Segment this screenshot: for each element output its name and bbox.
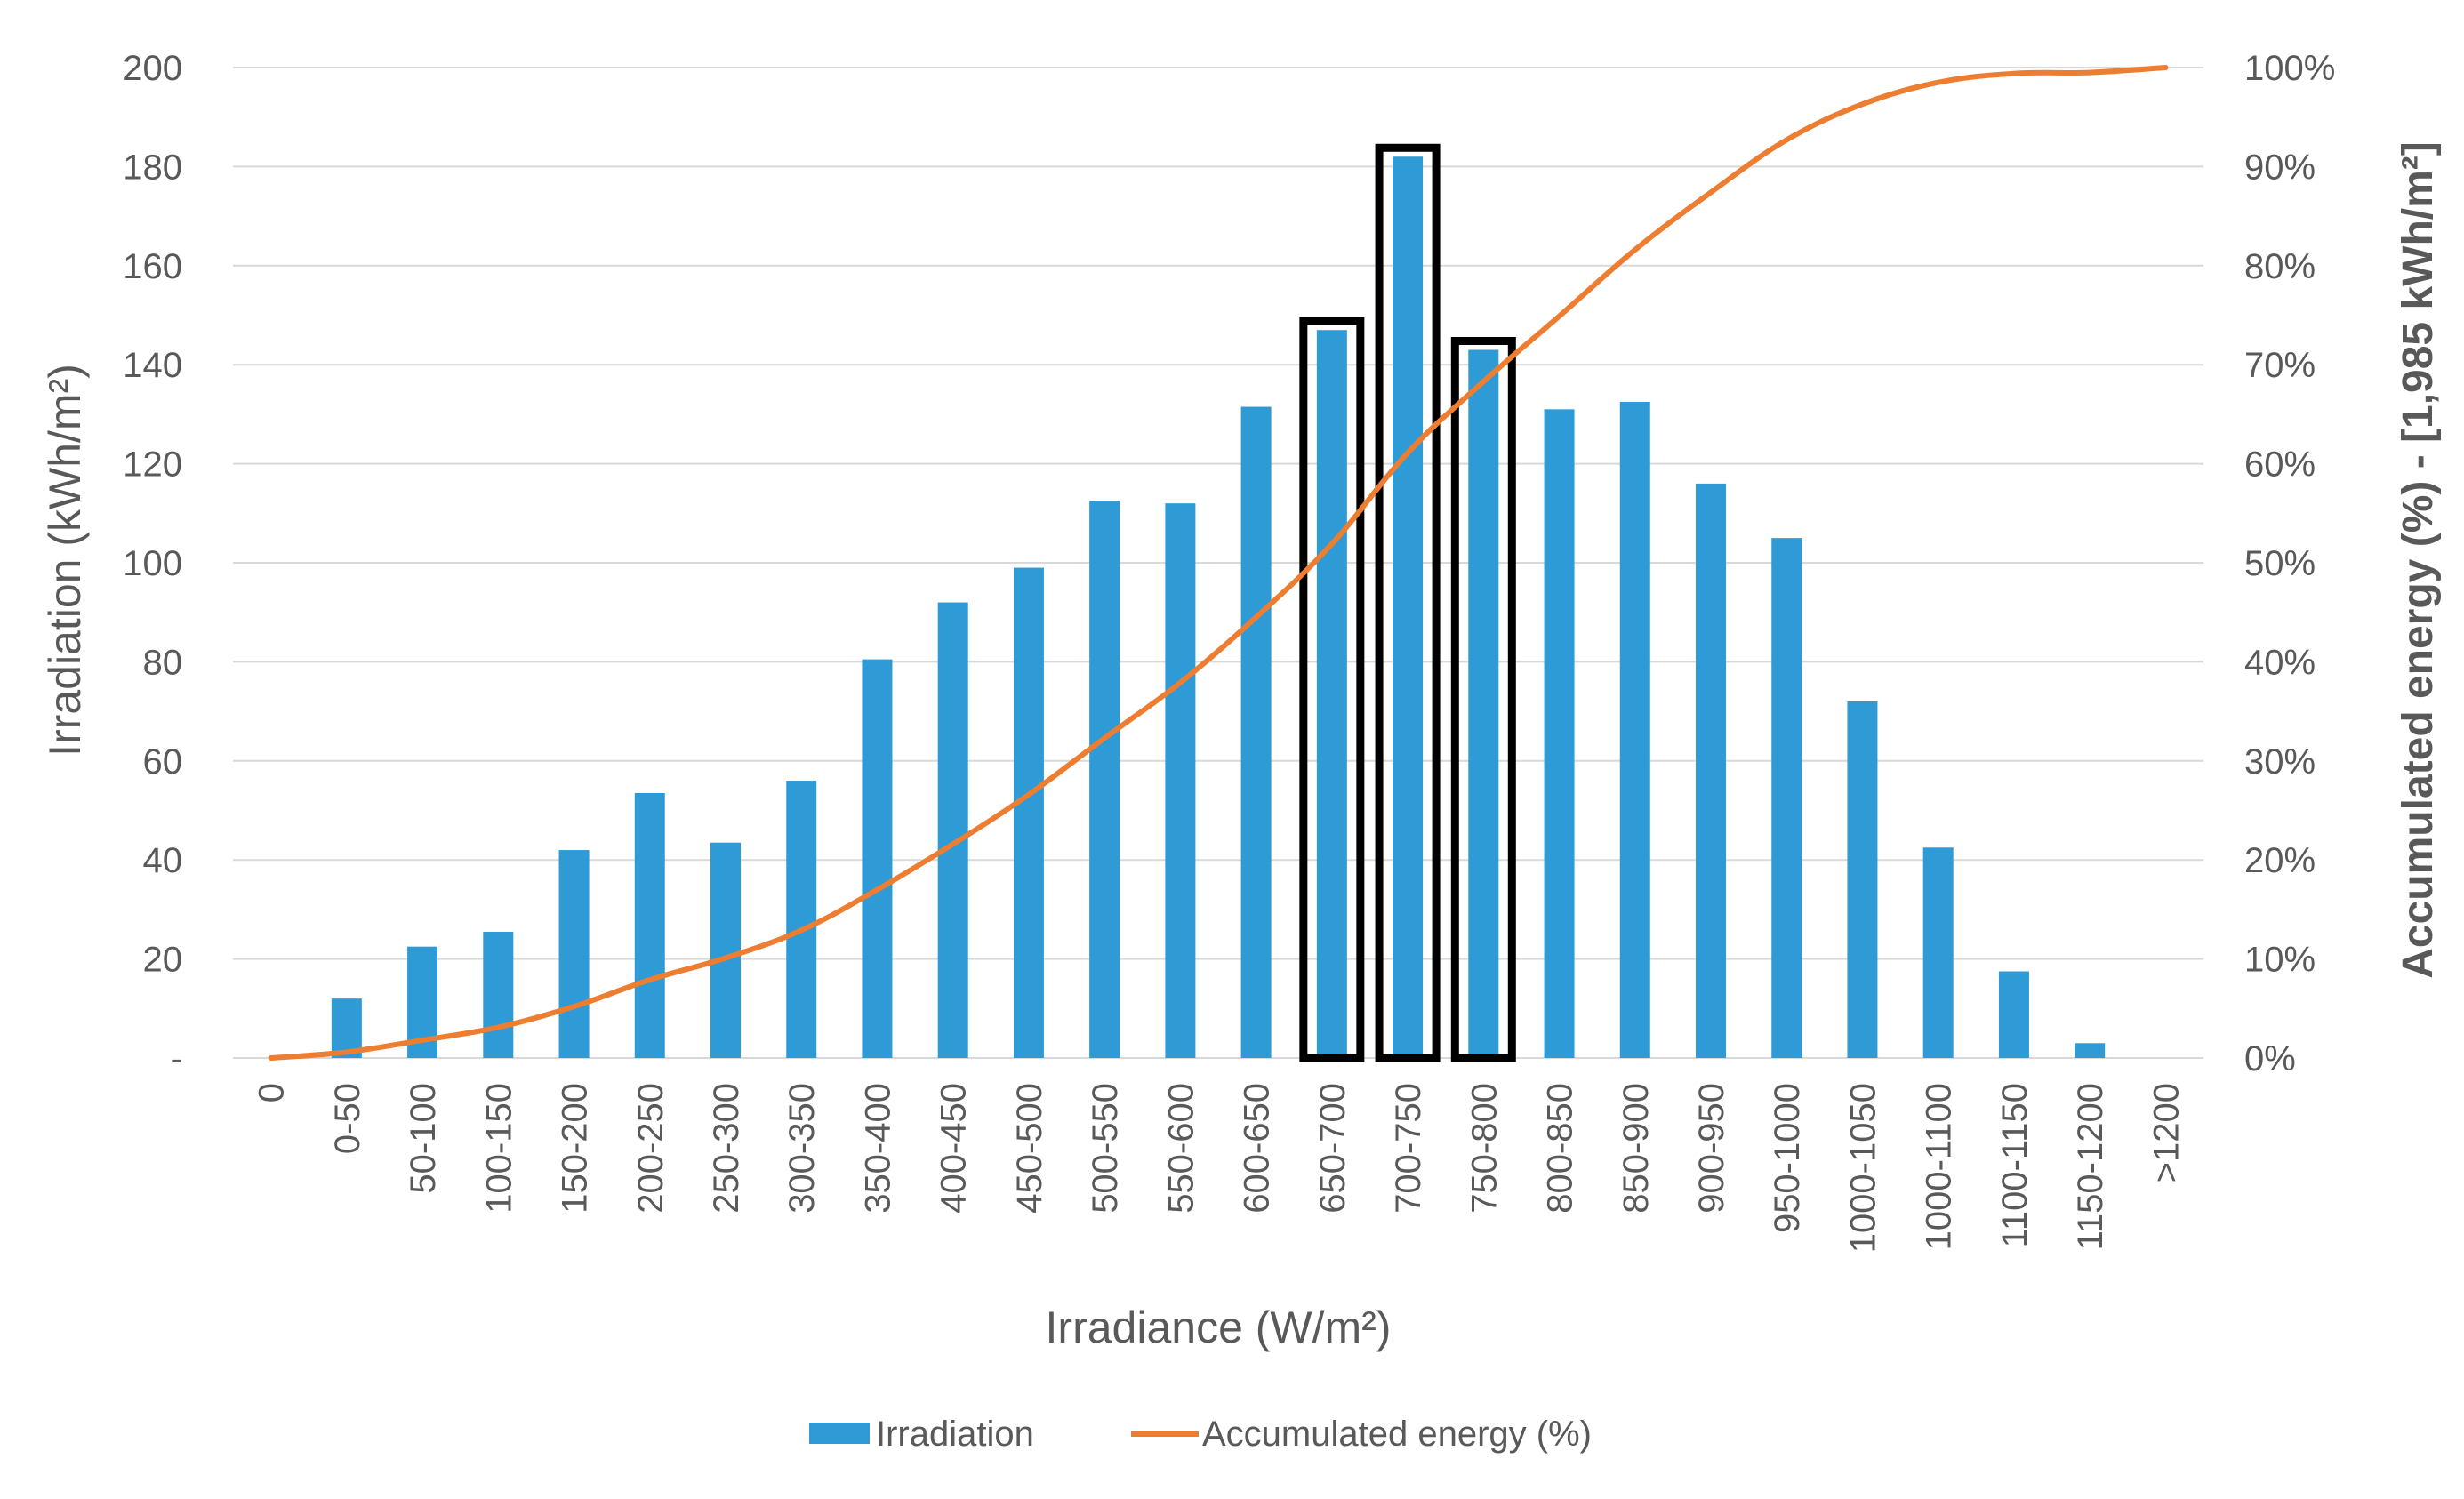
y2-tick-label: 20% [2244, 841, 2316, 880]
x-tick-label: 1000-1100 [1920, 1083, 1959, 1250]
x-tick-label: 850-900 [1617, 1083, 1656, 1214]
highlight-box-650-700 [1299, 317, 1365, 1062]
bar-950-1000 [1771, 538, 1802, 1058]
bar-850-900 [1619, 401, 1650, 1059]
x-tick-label: 700-750 [1389, 1083, 1428, 1214]
x-tick-label: 250-300 [707, 1083, 746, 1214]
accumulated-energy-line [268, 65, 2169, 1061]
bar-650-700 [1316, 330, 1347, 1059]
bar-500-550 [1089, 501, 1120, 1058]
bar-100-150 [483, 931, 514, 1058]
x-tick-label: 100-150 [479, 1083, 518, 1214]
x-tick-label: 400-450 [935, 1083, 974, 1214]
highlight-boxes [1299, 143, 1516, 1062]
bar-600-650 [1240, 406, 1272, 1058]
x-tick-label: 150-200 [556, 1083, 595, 1214]
bar-1150-1200 [2075, 1043, 2106, 1058]
y2-tick-label: 40% [2244, 643, 2316, 682]
x-axis-ticks: 0 0-50 50-100 100-150 150-200 200-250 250-300 3… [253, 1083, 2187, 1253]
x-tick-label: 650-700 [1313, 1083, 1352, 1214]
bar-150-200 [558, 850, 590, 1058]
legend-label-accumulated: Accumulated energy (%) [1202, 1415, 1592, 1454]
x-tick-label: 450-500 [1010, 1083, 1049, 1214]
bar-350-400 [862, 659, 893, 1058]
y-tick-label: 120 [123, 445, 182, 485]
y-tick-label: 160 [123, 247, 182, 286]
x-tick-label: 800-850 [1541, 1083, 1580, 1214]
x-tick-label: 50-100 [404, 1083, 443, 1194]
y-tick-label: 100 [123, 544, 182, 583]
bar-300-350 [786, 781, 817, 1058]
bar-1100-1150 [1998, 971, 2029, 1058]
y2-tick-label: 90% [2244, 148, 2316, 187]
x-tick-label: 0 [253, 1083, 292, 1102]
x-axis-title: Irradiance (W/m²) [1046, 1303, 1392, 1352]
x-tick-label: 950-1000 [1768, 1083, 1807, 1233]
x-tick-label: 550-600 [1161, 1083, 1200, 1214]
y2-tick-label: 10% [2244, 941, 2316, 980]
bar-700-750 [1393, 156, 1424, 1058]
y-tick-label: 20 [143, 941, 183, 980]
x-tick-label: 600-650 [1238, 1083, 1277, 1214]
y-tick-label: 40 [143, 841, 183, 880]
x-tick-label: 750-800 [1465, 1083, 1504, 1214]
right-axis-ticks: 0% 10% 20% 30% 40% 50% 60% 70% 80% 90% 100% [2244, 49, 2335, 1078]
bar-250-300 [710, 842, 741, 1058]
bar-550-600 [1165, 503, 1196, 1058]
x-tick-label: 200-250 [631, 1083, 670, 1214]
x-tick-label: 900-950 [1692, 1083, 1731, 1214]
y-tick-label: 80 [143, 643, 183, 682]
highlight-box-700-750 [1375, 143, 1441, 1062]
left-axis-ticks: - 20 40 60 80 100 120 140 160 180 200 [123, 49, 182, 1078]
y-tick-label: - [171, 1039, 182, 1078]
legend-label-irradiation: Irradiation [876, 1415, 1034, 1454]
y-tick-label: 200 [123, 49, 182, 88]
accumulated-energy-path [268, 65, 2169, 1061]
y2-tick-label: 70% [2244, 346, 2316, 385]
x-tick-label: 0-50 [328, 1083, 367, 1154]
bar-900-950 [1696, 483, 1726, 1058]
y2-tick-label: 50% [2244, 544, 2316, 583]
legend: Irradiation Accumulated energy (%) [809, 1415, 1592, 1454]
bar-200-250 [634, 793, 665, 1058]
y2-tick-label: 80% [2244, 247, 2316, 286]
bar-750-800 [1468, 349, 1499, 1058]
x-tick-label: 1000-1050 [1843, 1083, 1882, 1253]
x-tick-label: >1200 [2147, 1083, 2186, 1182]
bar-1000-1100 [1922, 847, 1954, 1058]
y2-tick-label: 30% [2244, 742, 2316, 782]
y-axis-title: Irradiation (kWh/m²) [40, 364, 90, 757]
x-tick-label: 500-550 [1086, 1083, 1125, 1214]
x-tick-label: 300-350 [783, 1083, 822, 1214]
y2-tick-label: 100% [2244, 49, 2335, 88]
bar-800-850 [1544, 409, 1575, 1059]
bar-1000-1050 [1847, 701, 1878, 1058]
x-tick-label: 350-400 [858, 1083, 897, 1214]
legend-swatch-irradiation [809, 1423, 870, 1444]
y-tick-label: 60 [143, 742, 183, 782]
irradiation-bars [331, 156, 2106, 1059]
x-tick-label: 1100-1150 [1995, 1083, 2035, 1247]
y2-tick-label: 0% [2244, 1039, 2296, 1078]
y-tick-label: 140 [123, 346, 182, 385]
y2-tick-label: 60% [2244, 445, 2316, 485]
x-tick-label: 1150-1200 [2071, 1083, 2110, 1250]
highlight-box-750-800 [1450, 336, 1516, 1062]
bar-400-450 [937, 602, 968, 1058]
bar-450-500 [1013, 567, 1044, 1058]
y2-axis-title: Accumulated energy (%) - [1,985 kWh/m²] [2395, 141, 2442, 979]
y-tick-label: 180 [123, 148, 182, 187]
gridlines [233, 67, 2203, 1059]
